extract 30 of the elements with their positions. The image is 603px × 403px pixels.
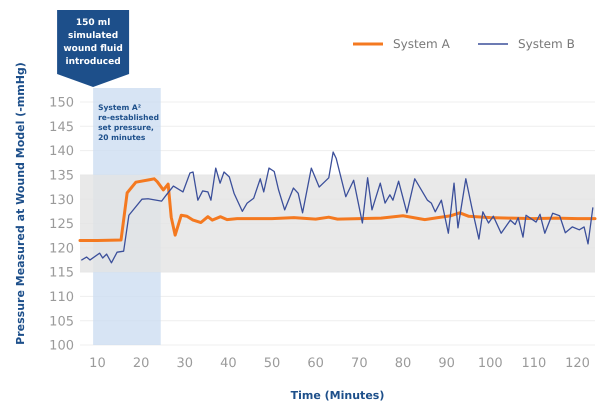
y-tick-label: 150: [49, 96, 74, 111]
x-tick-label: 20: [132, 356, 150, 371]
line-series: [81, 151, 594, 264]
y-tick-label: 110: [49, 290, 74, 305]
y-tick-label: 105: [49, 314, 74, 330]
y-tick-label: 115: [49, 266, 74, 281]
y-tick-label: 135: [49, 168, 74, 184]
y-tick-label: 120: [49, 241, 74, 256]
x-tick-label: 40: [220, 356, 237, 371]
x-tick-label: 100: [478, 356, 503, 371]
y-tick-label: 125: [49, 217, 74, 232]
x-tick-label: 30: [176, 356, 194, 371]
y-tick-label: 140: [49, 144, 74, 160]
x-tick-label: 10: [89, 356, 106, 371]
x-tick-label: 60: [307, 356, 324, 371]
x-axis-title: Time (Minutes): [290, 389, 384, 402]
line-series: [78, 177, 596, 242]
legend-label: System B: [518, 37, 575, 52]
y-tick-label: 130: [49, 192, 74, 208]
y-tick-label: 100: [49, 338, 74, 354]
y-tick-label: 145: [49, 120, 74, 135]
legend-label: System A: [393, 37, 451, 52]
x-tick-label: 90: [438, 356, 455, 371]
x-tick-label: 110: [521, 356, 546, 371]
x-tick-label: 80: [394, 356, 412, 371]
text: 150 ml simulated wound fluid introduced: [63, 18, 123, 67]
x-tick-label: 120: [565, 356, 590, 371]
y-axis-title: Pressure Measured at Wound Model (-mmHg): [14, 62, 27, 345]
x-tick-label: 50: [264, 356, 280, 371]
x-tick-label: 70: [351, 356, 368, 371]
